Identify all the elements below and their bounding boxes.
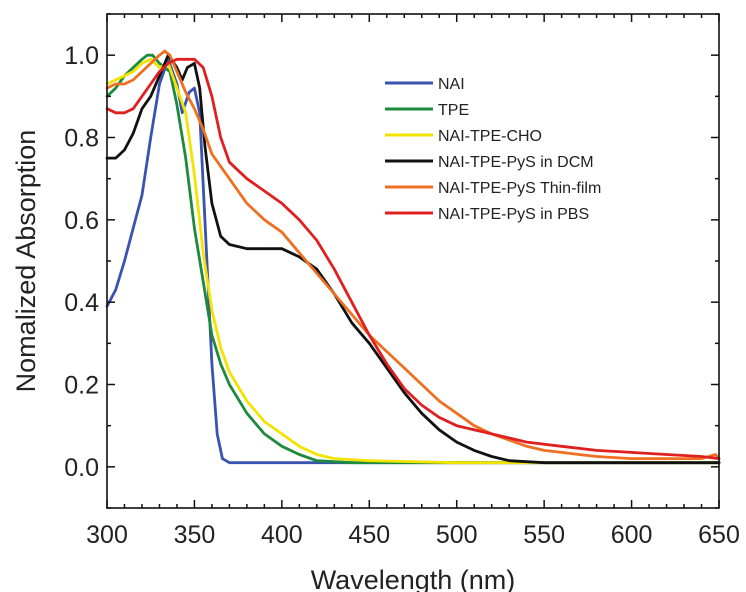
series-line-3 (105, 53, 721, 465)
x-tick-label: 450 (348, 521, 390, 549)
series-line-4 (105, 49, 721, 461)
y-tick-label: 0.0 (64, 454, 99, 482)
y-tick-label: 0.8 (64, 125, 99, 153)
x-tick-label: 500 (436, 521, 478, 549)
ticks-layer (106, 13, 720, 509)
series-line-2 (105, 57, 721, 465)
legend-label-2: NAI-TPE-CHO (438, 128, 542, 145)
y-axis-title: Nomalized Absorption (11, 130, 41, 393)
x-tick-label: 650 (698, 521, 740, 549)
x-tick-label: 550 (523, 521, 565, 549)
x-tick-label: 350 (174, 521, 216, 549)
y-tick-label: 0.4 (64, 289, 99, 317)
x-tick-label: 600 (611, 521, 653, 549)
y-tick-labels: 0.0 0.2 0.4 0.6 0.8 1.0 (64, 42, 99, 482)
legend: NAI TPE NAI-TPE-CHO NAI-TPE-PyS in DCM NAI-T… (385, 76, 601, 223)
x-tick-labels: 300 350 400 450 500 550 600 650 (86, 521, 740, 549)
series-line-1 (105, 53, 721, 465)
x-tick-label: 400 (261, 521, 303, 549)
y-tick-label: 1.0 (64, 42, 99, 70)
series-line-5 (105, 57, 721, 461)
legend-label-3: NAI-TPE-PyS in DCM (438, 154, 594, 171)
legend-label-4: NAI-TPE-PyS Thin-film (438, 180, 601, 197)
legend-label-0: NAI (438, 76, 465, 93)
y-tick-label: 0.2 (64, 372, 99, 400)
y-tick-label: 0.6 (64, 207, 99, 235)
x-tick-label: 300 (86, 521, 128, 549)
legend-label-5: NAI-TPE-PyS in PBS (438, 206, 589, 223)
series-layer (105, 49, 721, 465)
x-axis-title: Wavelength (nm) (311, 565, 516, 592)
legend-label-1: TPE (438, 102, 469, 119)
